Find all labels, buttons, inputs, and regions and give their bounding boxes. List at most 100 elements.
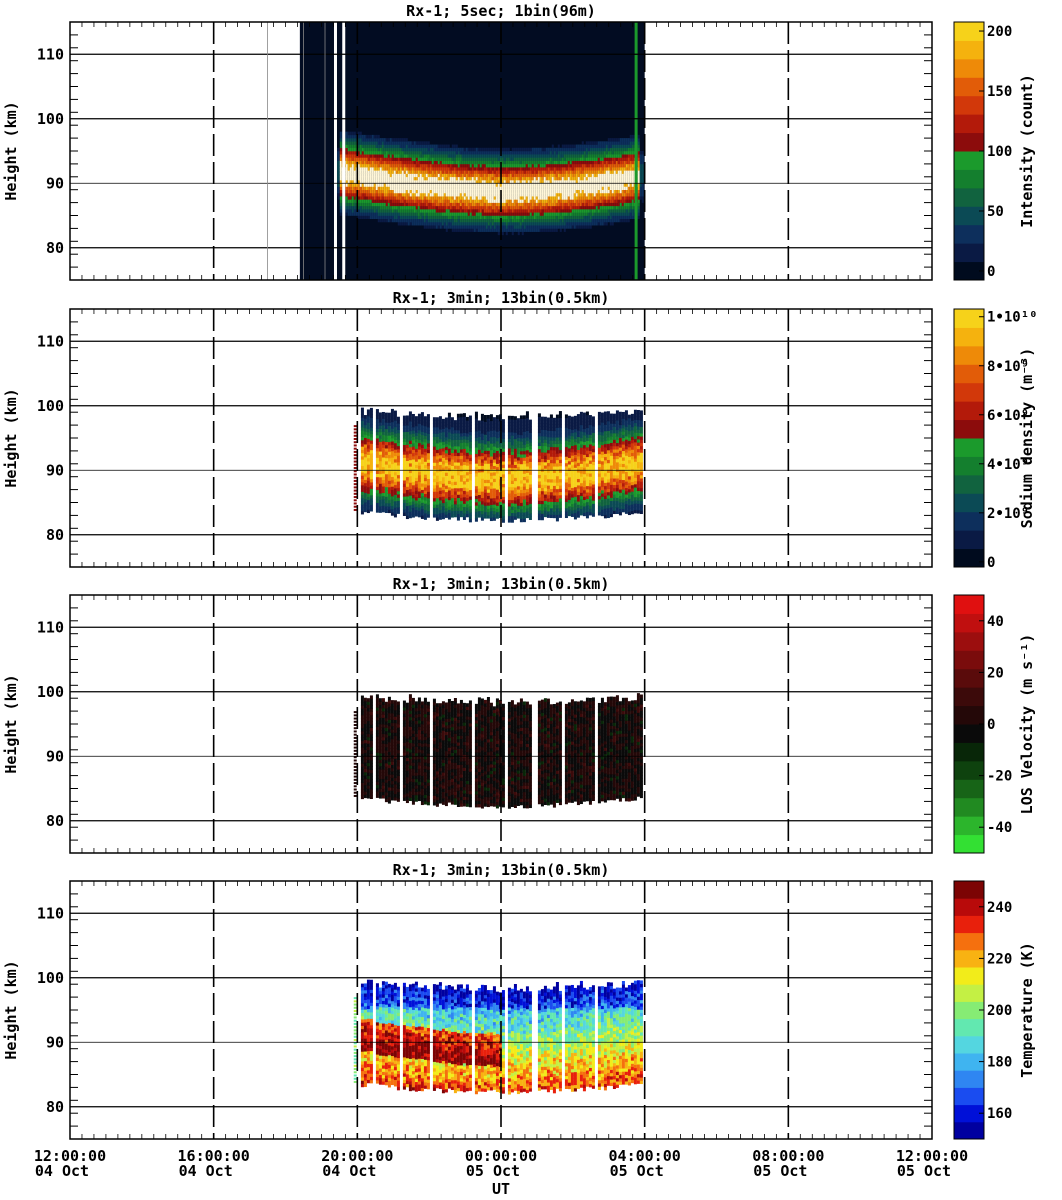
data-cell — [441, 157, 444, 161]
data-cell — [439, 186, 442, 190]
data-cell — [381, 186, 384, 190]
data-cell — [467, 183, 470, 187]
data-cell — [371, 134, 374, 139]
data-cell — [363, 469, 367, 474]
data-cell — [481, 157, 484, 161]
data-cell — [439, 189, 442, 194]
data-cell — [367, 173, 370, 178]
data-cell — [533, 147, 536, 152]
data-cell — [537, 202, 540, 207]
data-cell — [432, 481, 436, 486]
data-cell — [477, 215, 480, 220]
data-cell — [369, 144, 372, 149]
data-cell — [523, 170, 526, 174]
data-cell — [627, 176, 630, 181]
data-cell — [553, 225, 556, 229]
data-cell — [415, 215, 418, 220]
data-cell — [375, 486, 379, 491]
data-cell — [517, 157, 520, 161]
data-cell — [479, 151, 482, 155]
data-cell — [591, 202, 594, 207]
data-cell — [402, 499, 406, 504]
data-cell — [567, 157, 570, 161]
data-cell — [367, 157, 370, 161]
data-cell — [353, 144, 356, 149]
data-cell — [599, 218, 602, 223]
data-cell — [551, 209, 554, 213]
data-cell — [420, 444, 424, 448]
data-cell — [417, 423, 421, 428]
data-cell — [366, 496, 370, 501]
data-cell — [391, 170, 394, 174]
data-cell — [401, 167, 404, 171]
data-cell — [379, 144, 382, 149]
data-cell — [593, 176, 596, 181]
data-cell — [591, 221, 594, 226]
data-cell — [419, 183, 422, 187]
data-cell — [414, 496, 418, 501]
data-cell — [408, 427, 412, 432]
data-cell — [601, 192, 604, 197]
data-cell — [401, 147, 404, 152]
data-cell — [426, 436, 430, 441]
data-cell — [547, 167, 550, 171]
data-cell — [393, 449, 397, 453]
data-cell — [603, 186, 606, 190]
data-cell — [451, 167, 454, 171]
data-cell — [402, 457, 406, 462]
data-cell — [555, 147, 558, 152]
data-cell — [469, 225, 472, 229]
data-cell — [420, 460, 424, 465]
data-cell — [409, 202, 412, 207]
data-cell — [411, 202, 414, 207]
data-cell — [405, 202, 408, 207]
data-cell — [535, 196, 538, 200]
data-cell — [607, 180, 610, 184]
data-cell — [396, 474, 400, 479]
data-cell — [397, 180, 400, 184]
data-cell — [379, 170, 382, 174]
data-cell — [409, 173, 412, 178]
data-cell — [579, 147, 582, 152]
data-cell — [547, 218, 550, 223]
data-cell — [396, 432, 400, 437]
data-cell — [533, 189, 536, 194]
data-cell — [637, 173, 640, 178]
data-cell — [585, 173, 588, 178]
data-cell — [627, 199, 630, 203]
data-cell — [391, 167, 394, 171]
data-cell — [402, 422, 406, 426]
data-cell — [587, 160, 590, 165]
data-cell — [485, 173, 488, 178]
data-cell — [431, 180, 434, 184]
data-cell — [517, 202, 520, 207]
data-cell — [591, 199, 594, 203]
data-cell — [495, 154, 498, 158]
data-cell — [347, 199, 350, 203]
data-cell — [378, 483, 382, 488]
data-cell — [563, 173, 566, 178]
data-cell — [395, 157, 398, 161]
data-cell — [467, 157, 470, 161]
data-cell — [575, 170, 578, 174]
data-cell — [345, 167, 348, 171]
data-cell — [611, 144, 614, 149]
data-cell — [390, 460, 394, 465]
data-cell — [517, 225, 520, 229]
data-cell — [402, 505, 406, 510]
data-cell — [601, 141, 604, 145]
data-cell — [551, 147, 554, 152]
data-cell — [603, 160, 606, 165]
data-cell — [399, 176, 402, 181]
data-cell — [625, 138, 628, 142]
data-cell — [491, 189, 494, 194]
data-cell — [639, 151, 642, 155]
data-cell — [611, 218, 614, 223]
data-cell — [353, 138, 356, 142]
data-cell — [353, 157, 356, 161]
data-cell — [429, 225, 432, 229]
data-cell — [366, 486, 370, 491]
data-cell — [359, 202, 362, 207]
data-cell — [509, 160, 512, 165]
data-cell — [517, 154, 520, 158]
